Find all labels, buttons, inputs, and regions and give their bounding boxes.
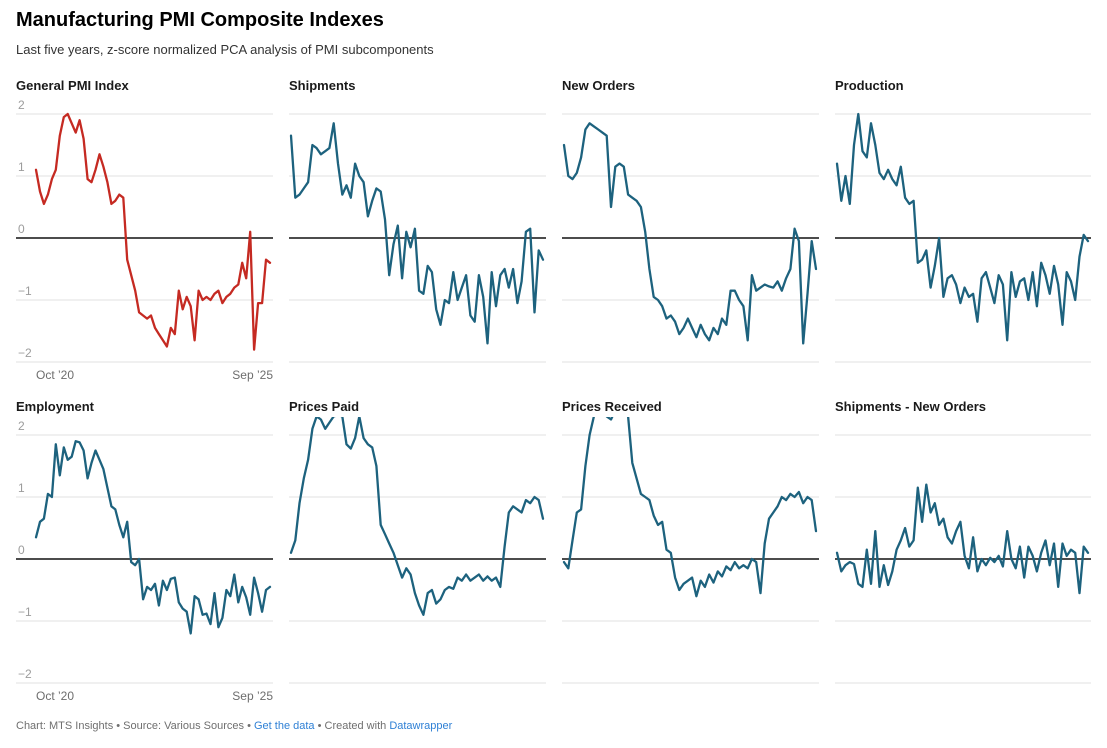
prices-received-series-line xyxy=(562,417,818,598)
y-tick-label: 0 xyxy=(18,543,25,557)
panel-general-pmi-index: General PMI Index 2 1 0 −1 −2 Oct ’20 Sep ’25 xyxy=(16,78,273,384)
prices-received-plot-area xyxy=(562,417,819,685)
panel-new-orders: New Orders xyxy=(562,78,819,384)
shipments-new-orders-plot-area xyxy=(835,417,1091,685)
panel-shipments-new-orders: Shipments - New Orders xyxy=(835,399,1091,705)
prices-paid-plot-area xyxy=(289,417,546,685)
small-multiples-grid: General PMI Index 2 1 0 −1 −2 Oct ’20 Sep ’25 Sh… xyxy=(16,78,1091,705)
shipments-plot-area xyxy=(289,96,546,364)
panel-title: Prices Received xyxy=(562,399,662,414)
prices-received-line-chart xyxy=(562,417,819,684)
chart-page: Manufacturing PMI Composite Indexes Last… xyxy=(16,9,1091,733)
x-axis-end-label: Sep ’25 xyxy=(232,368,273,382)
production-series-line xyxy=(835,112,1090,342)
general-pmi-index-series-line xyxy=(34,112,272,351)
x-axis xyxy=(289,685,546,705)
x-axis xyxy=(562,364,819,384)
y-tick-label: −2 xyxy=(18,667,32,681)
y-tick-label: 0 xyxy=(18,222,25,236)
panel-title: Production xyxy=(835,78,904,93)
prices-paid-line-chart xyxy=(289,417,546,684)
get-the-data-link[interactable]: Get the data xyxy=(253,720,315,732)
new-orders-line-chart xyxy=(562,113,819,363)
new-orders-series-line xyxy=(562,122,818,345)
panel-prices-received: Prices Received xyxy=(562,399,819,705)
x-axis-start-label: Oct ’20 xyxy=(36,689,75,703)
x-axis xyxy=(835,685,1091,705)
panel-title: Shipments xyxy=(289,78,356,93)
y-tick-label: −1 xyxy=(18,284,32,298)
general-pmi-index-plot-area: 2 1 0 −1 −2 xyxy=(16,96,273,364)
x-axis: Oct ’20 Sep ’25 xyxy=(16,364,273,384)
shipments-new-orders-line-chart xyxy=(835,434,1091,684)
x-axis xyxy=(562,685,819,705)
general-pmi-index-line-chart xyxy=(16,112,273,363)
y-tick-label: 1 xyxy=(18,160,25,174)
panel-title: Shipments - New Orders xyxy=(835,399,986,414)
footer-credit-text: Chart: MTS Insights • Source: Various So… xyxy=(16,720,254,732)
y-tick-label: 2 xyxy=(18,98,25,112)
footer-created-with-text: • Created with xyxy=(314,720,390,732)
employment-line-chart xyxy=(16,434,273,684)
x-axis-end-label: Sep ’25 xyxy=(232,689,273,703)
shipments-series-line xyxy=(289,122,545,345)
x-axis: Oct ’20 Sep ’25 xyxy=(16,685,273,705)
panel-title: Prices Paid xyxy=(289,399,360,414)
datawrapper-link[interactable]: Datawrapper xyxy=(389,720,453,732)
x-axis xyxy=(835,364,1091,384)
panel-title: New Orders xyxy=(562,78,635,93)
prices-paid-series-line xyxy=(289,417,545,616)
y-tick-label: 1 xyxy=(18,481,25,495)
panel-title: Employment xyxy=(16,399,95,414)
page-subtitle: Last five years, z-score normalized PCA … xyxy=(16,42,434,57)
shipments-new-orders-series-line xyxy=(835,483,1090,595)
panel-title: General PMI Index xyxy=(16,78,129,93)
x-axis xyxy=(289,364,546,384)
employment-series-line xyxy=(34,440,272,635)
production-line-chart xyxy=(835,112,1091,363)
y-tick-label: −1 xyxy=(18,605,32,619)
y-tick-label: −2 xyxy=(18,346,32,360)
panel-shipments: Shipments xyxy=(289,78,546,384)
new-orders-plot-area xyxy=(562,96,819,364)
x-axis-start-label: Oct ’20 xyxy=(36,368,75,382)
chart-footer: Chart: MTS Insights • Source: Various So… xyxy=(16,719,1091,733)
y-tick-label: 2 xyxy=(18,419,25,433)
production-plot-area xyxy=(835,96,1091,364)
employment-plot-area: 2 1 0 −1 −2 xyxy=(16,417,273,685)
panel-prices-paid: Prices Paid xyxy=(289,399,546,705)
panel-employment: Employment 2 1 0 −1 −2 Oct ’20 Sep ’25 xyxy=(16,399,273,705)
page-title: Manufacturing PMI Composite Indexes xyxy=(16,9,384,31)
shipments-line-chart xyxy=(289,113,546,363)
panel-production: Production xyxy=(835,78,1091,384)
